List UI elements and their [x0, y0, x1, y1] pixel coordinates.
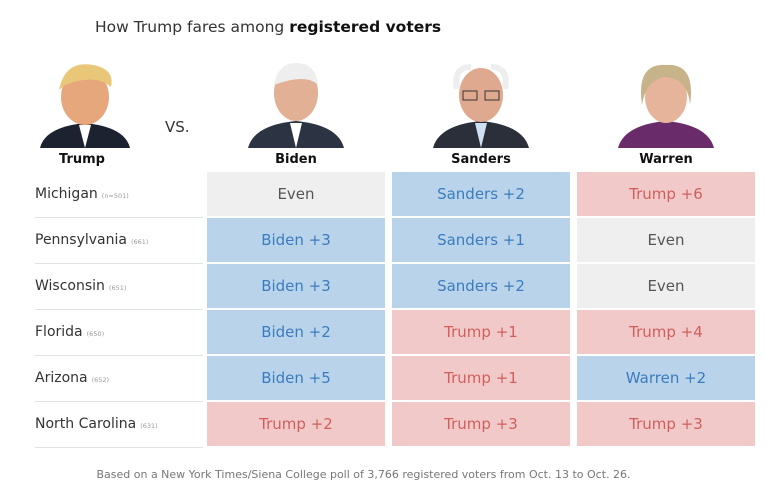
result-cell-warren: Trump +3 — [577, 402, 755, 446]
footnote: Based on a New York Times/Siena College … — [96, 468, 631, 481]
state-label: Wisconsin (651) — [35, 264, 203, 310]
state-label: North Carolina (631) — [35, 402, 203, 448]
sample-size: (652) — [91, 376, 110, 384]
result-cell-warren: Even — [577, 218, 755, 262]
result-cell-sanders: Sanders +2 — [392, 264, 570, 308]
candidate-label-warren: Warren — [639, 152, 693, 167]
table-row: Wisconsin (651) Biden +3 Sanders +2 Even — [35, 264, 755, 310]
candidate-label-biden: Biden — [275, 152, 317, 167]
warren-photo — [618, 64, 714, 148]
state-label: Arizona (652) — [35, 356, 203, 402]
candidate-label-trump: Trump — [59, 152, 105, 167]
vs-label: VS. — [165, 118, 190, 136]
state-name: Florida — [35, 324, 83, 340]
chart-title: How Trump fares among registered voters — [95, 18, 442, 36]
state-name: Pennsylvania — [35, 232, 127, 248]
result-cell-biden: Biden +3 — [207, 218, 385, 262]
sample-size: (631) — [140, 422, 158, 430]
result-cell-warren: Trump +6 — [577, 172, 755, 216]
result-cell-biden: Even — [207, 172, 385, 216]
result-cell-biden: Biden +5 — [207, 356, 385, 400]
table-row: Arizona (652) Biden +5 Trump +1 Warren +2 — [35, 356, 755, 402]
table-row: Florida (650) Biden +2 Trump +1 Trump +4 — [35, 310, 755, 356]
result-cell-warren: Trump +4 — [577, 310, 755, 354]
result-cell-sanders: Trump +1 — [392, 310, 570, 354]
result-cell-biden: Biden +2 — [207, 310, 385, 354]
result-cell-warren: Warren +2 — [577, 356, 755, 400]
state-label: Pennsylvania (661) — [35, 218, 203, 264]
sample-size: (661) — [130, 238, 149, 246]
state-label: Michigan (n=501) — [35, 172, 203, 218]
sanders-photo — [433, 64, 529, 148]
sample-size: (n=501) — [101, 192, 129, 200]
result-cell-sanders: Trump +1 — [392, 356, 570, 400]
result-cell-biden: Biden +3 — [207, 264, 385, 308]
state-name: Arizona — [35, 370, 88, 386]
state-name: Michigan — [35, 186, 98, 202]
table-row: Pennsylvania (661) Biden +3 Sanders +1 Even — [35, 218, 755, 264]
sample-size: (650) — [86, 330, 105, 338]
trump-photo — [40, 64, 130, 148]
state-label: Florida (650) — [35, 310, 203, 356]
biden-photo — [248, 63, 344, 148]
result-cell-sanders: Trump +3 — [392, 402, 570, 446]
table-row: Michigan (n=501) Even Sanders +2 Trump +6 — [35, 172, 755, 218]
result-cell-sanders: Sanders +1 — [392, 218, 570, 262]
state-name: North Carolina — [35, 416, 137, 432]
result-cell-biden: Trump +2 — [207, 402, 385, 446]
table-row: North Carolina (631) Trump +2 Trump +3 Trump… — [35, 402, 755, 448]
state-name: Wisconsin — [35, 278, 105, 294]
sample-size: (651) — [108, 284, 127, 292]
result-cell-sanders: Sanders +2 — [392, 172, 570, 216]
candidate-label-sanders: Sanders — [451, 152, 511, 167]
result-cell-warren: Even — [577, 264, 755, 308]
